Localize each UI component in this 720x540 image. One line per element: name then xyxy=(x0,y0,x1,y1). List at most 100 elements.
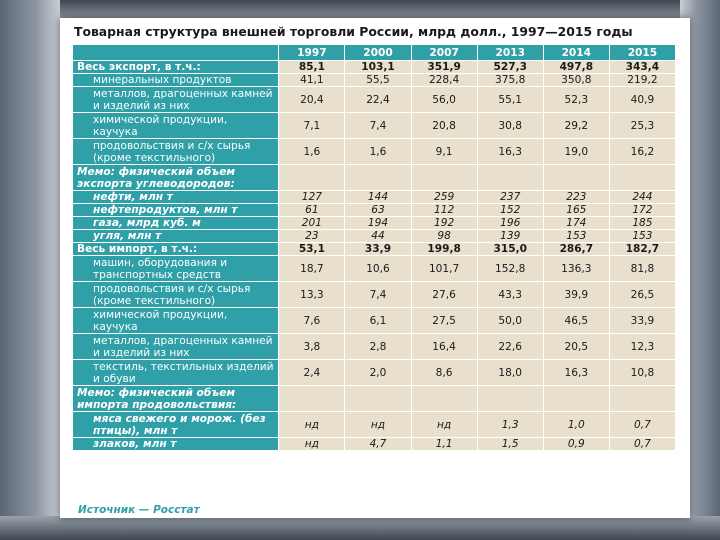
table-cell: 1,3 xyxy=(476,411,544,438)
table-row: мяса свежего и морож. (без птицы), млн т… xyxy=(71,411,677,438)
table-cell: 20,4 xyxy=(278,86,346,113)
table-cell: 4,7 xyxy=(344,437,412,451)
table-cell: 16,4 xyxy=(410,333,478,360)
background-bottom xyxy=(0,516,720,540)
table-row: нефтепродуктов, млн т 61 63 112 152 165 172 xyxy=(71,203,677,217)
table-cell: 29,2 xyxy=(542,112,610,139)
slide-page: Товарная структура внешней торговли Росс… xyxy=(60,18,690,518)
table-cell: 139 xyxy=(476,229,544,243)
table-cell: 192 xyxy=(410,216,478,230)
table-cell: 50,0 xyxy=(476,307,544,334)
table-cell: 2,4 xyxy=(278,359,346,386)
table-cell xyxy=(476,385,544,412)
table-cell xyxy=(476,164,544,191)
table-cell: 237 xyxy=(476,190,544,204)
table-cell: 2,0 xyxy=(344,359,412,386)
table-cell: 0,9 xyxy=(542,437,610,451)
table-cell: 55,5 xyxy=(344,73,412,87)
table-cell: 44 xyxy=(344,229,412,243)
table-title: Товарная структура внешней торговли Росс… xyxy=(74,24,633,39)
table-cell: 13,3 xyxy=(278,281,346,308)
table-body: Весь экспорт, в т.ч.: 85,1 103,1 351,9 527,3… xyxy=(71,60,677,451)
row-label: продовольствия и с/х сырья (кроме тексти… xyxy=(71,138,280,165)
row-label: Весь импорт, в т.ч.: xyxy=(71,242,280,256)
table-cell: 152 xyxy=(476,203,544,217)
table-row: угля, млн т 23 44 98 139 153 153 xyxy=(71,229,677,243)
table-cell xyxy=(278,385,346,412)
table-cell: 219,2 xyxy=(608,73,677,87)
row-label: химической продукции, каучука xyxy=(71,112,280,139)
table-cell: 0,7 xyxy=(608,437,677,451)
row-label: металлов, драгоценных камней и изделий и… xyxy=(71,86,280,113)
row-label: текстиль, текстильных изделий и обуви xyxy=(71,359,280,386)
background-top xyxy=(0,0,720,22)
table-cell: 182,7 xyxy=(608,242,677,256)
table-row: химической продукции, каучука 7,1 7,4 20,8 3… xyxy=(71,112,677,139)
table-cell: 6,1 xyxy=(344,307,412,334)
table-cell: 55,1 xyxy=(476,86,544,113)
table-row: машин, оборудования и транспортных средс… xyxy=(71,255,677,282)
table-cell: 16,3 xyxy=(542,359,610,386)
table-cell: 172 xyxy=(608,203,677,217)
table-cell: 315,0 xyxy=(476,242,544,256)
table-cell: 112 xyxy=(410,203,478,217)
table-cell: 53,1 xyxy=(278,242,346,256)
table-cell: нд xyxy=(278,411,346,438)
table-cell: 26,5 xyxy=(608,281,677,308)
table-cell: 8,6 xyxy=(410,359,478,386)
table-cell: нд xyxy=(278,437,346,451)
table-cell: 20,5 xyxy=(542,333,610,360)
table-cell: 61 xyxy=(278,203,346,217)
header-row: 1997 2000 2007 2013 2014 2015 xyxy=(71,44,677,61)
table-cell: 23 xyxy=(278,229,346,243)
table-cell xyxy=(608,385,677,412)
row-label: металлов, драгоценных камней и изделий и… xyxy=(71,333,280,360)
year-header: 2014 xyxy=(542,44,610,61)
year-header: 1997 xyxy=(278,44,346,61)
row-label: мяса свежего и морож. (без птицы), млн т xyxy=(71,411,280,438)
table-row: Весь импорт, в т.ч.: 53,1 33,9 199,8 315,0 28… xyxy=(71,242,677,256)
table-cell: 350,8 xyxy=(542,73,610,87)
table-row: нефти, млн т 127 144 259 237 223 244 xyxy=(71,190,677,204)
table-cell: 40,9 xyxy=(608,86,677,113)
row-label: минеральных продуктов xyxy=(71,73,280,87)
table-cell: 127 xyxy=(278,190,346,204)
table-cell: 1,6 xyxy=(344,138,412,165)
table-cell: 20,8 xyxy=(410,112,478,139)
trade-structure-table: 1997 2000 2007 2013 2014 2015 Весь экспо… xyxy=(71,44,677,451)
table-cell: 33,9 xyxy=(344,242,412,256)
table-cell: 63 xyxy=(344,203,412,217)
table-cell xyxy=(344,385,412,412)
table-row: Мемо: физический объем экспорта углеводо… xyxy=(71,164,677,191)
year-header: 2013 xyxy=(476,44,544,61)
table-cell: 52,3 xyxy=(542,86,610,113)
table-cell: 497,8 xyxy=(542,60,610,74)
table-cell: 165 xyxy=(542,203,610,217)
table-cell xyxy=(542,385,610,412)
row-label: угля, млн т xyxy=(71,229,280,243)
table-cell: 199,8 xyxy=(410,242,478,256)
row-label: Мемо: физический объем экспорта углеводо… xyxy=(71,164,280,191)
table-cell: 56,0 xyxy=(410,86,478,113)
row-label: нефтепродуктов, млн т xyxy=(71,203,280,217)
table-row: продовольствия и с/х сырья (кроме тексти… xyxy=(71,138,677,165)
header-corner xyxy=(71,44,280,61)
table-row: химической продукции, каучука 7,6 6,1 27,5 5… xyxy=(71,307,677,334)
row-label: химической продукции, каучука xyxy=(71,307,280,334)
table-cell: 27,5 xyxy=(410,307,478,334)
table-cell: 25,3 xyxy=(608,112,677,139)
table-cell: 22,4 xyxy=(344,86,412,113)
table-cell: 136,3 xyxy=(542,255,610,282)
table-cell: 22,6 xyxy=(476,333,544,360)
table-cell: 16,2 xyxy=(608,138,677,165)
table-cell: 18,7 xyxy=(278,255,346,282)
year-header: 2007 xyxy=(410,44,478,61)
table-cell: 196 xyxy=(476,216,544,230)
table-cell: 85,1 xyxy=(278,60,346,74)
table-cell: 351,9 xyxy=(410,60,478,74)
row-label: Мемо: физический объем импорта продоволь… xyxy=(71,385,280,412)
table-cell: 9,1 xyxy=(410,138,478,165)
table-cell: 201 xyxy=(278,216,346,230)
table-cell: 39,9 xyxy=(542,281,610,308)
table-row: Мемо: физический объем импорта продоволь… xyxy=(71,385,677,412)
